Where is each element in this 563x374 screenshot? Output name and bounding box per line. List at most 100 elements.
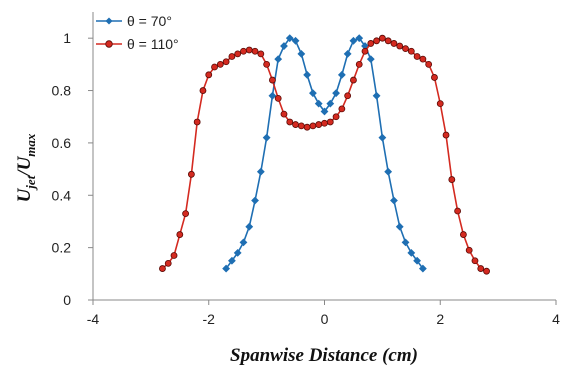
data-point: [245, 222, 254, 231]
series-1: [222, 34, 427, 273]
data-point: [343, 49, 352, 58]
data-point: [199, 87, 207, 94]
y-tick-label: 0.2: [52, 240, 72, 256]
series-line: [225, 37, 424, 270]
data-point: [355, 60, 363, 68]
x-tick-label: 4: [552, 311, 560, 327]
y-axis-title: Ujet/Umax: [14, 133, 38, 202]
legend-marker: [105, 40, 113, 48]
data-point: [216, 60, 224, 68]
data-point: [274, 95, 282, 102]
data-point: [227, 256, 236, 265]
data-point: [373, 37, 380, 45]
x-tick-label: -4: [87, 311, 100, 327]
data-point: [269, 76, 276, 84]
data-point: [361, 47, 369, 55]
data-point: [390, 196, 398, 205]
data-point: [396, 42, 404, 50]
data-point: [176, 231, 184, 238]
data-point: [390, 40, 398, 47]
data-point: [211, 63, 218, 71]
data-point: [413, 256, 422, 265]
y-tick-label: 0.6: [52, 135, 72, 151]
data-point: [448, 176, 456, 183]
data-point: [366, 55, 375, 64]
data-point: [337, 70, 346, 79]
legend-label: θ = 70°: [127, 13, 172, 29]
legend: θ = 70° θ = 110°: [96, 13, 179, 52]
data-point: [384, 167, 393, 176]
data-point: [251, 196, 259, 205]
data-point: [164, 259, 172, 267]
data-point: [159, 265, 166, 272]
data-point: [355, 34, 364, 43]
data-point: [402, 45, 409, 53]
data-point: [401, 238, 410, 247]
data-point: [280, 42, 288, 50]
data-point: [407, 47, 415, 55]
data-point: [297, 122, 305, 130]
data-point: [291, 36, 300, 45]
data-point: [454, 207, 462, 215]
x-axis-title: Spanwise Distance (cm): [230, 345, 418, 366]
data-point: [436, 100, 444, 108]
data-point: [239, 238, 248, 247]
data-point: [315, 121, 323, 128]
data-point: [309, 122, 317, 130]
data-point: [245, 46, 253, 54]
series-layer: [159, 34, 490, 275]
data-point: [193, 118, 201, 126]
data-point: [251, 47, 259, 55]
data-point: [187, 170, 195, 178]
x-tick-label: 0: [321, 311, 329, 327]
data-point: [483, 267, 490, 275]
data-point: [465, 246, 473, 254]
data-point: [459, 231, 467, 238]
x-tick-label: 2: [436, 311, 444, 327]
data-point: [274, 55, 283, 64]
data-point: [292, 121, 299, 128]
data-point: [280, 110, 288, 118]
data-point: [320, 107, 329, 116]
data-point: [234, 50, 242, 58]
data-point: [303, 70, 312, 79]
data-point: [321, 119, 328, 127]
data-point: [419, 55, 427, 63]
data-point: [425, 60, 433, 68]
data-point: [257, 50, 265, 58]
data-point: [297, 49, 306, 58]
legend-label: θ = 110°: [127, 36, 179, 52]
y-axis-title-slash: /U: [14, 155, 35, 177]
y-tick-label: 1: [63, 30, 71, 46]
data-point: [222, 264, 231, 273]
data-point: [413, 53, 421, 60]
data-point: [332, 89, 340, 98]
y-axis-title-sub2: max: [23, 133, 38, 157]
data-point: [395, 222, 404, 231]
data-point: [182, 210, 190, 218]
data-point: [233, 248, 242, 257]
data-point: [477, 265, 485, 272]
data-point: [367, 40, 375, 47]
data-point: [263, 60, 271, 68]
data-point: [350, 76, 357, 84]
series-2: [159, 34, 490, 275]
data-point: [262, 133, 271, 142]
y-axis-title-sub1: jet: [23, 175, 38, 190]
y-tick-label: 0.4: [52, 187, 72, 203]
y-tick-label: 0.8: [52, 83, 72, 99]
data-point: [338, 105, 346, 113]
data-point: [285, 34, 294, 43]
data-point: [418, 264, 427, 273]
data-point: [222, 58, 230, 66]
data-point: [228, 53, 236, 60]
data-point: [431, 74, 438, 81]
data-point: [314, 99, 323, 108]
y-tick-label: 0: [63, 292, 71, 308]
data-point: [372, 91, 381, 100]
legend-marker: [105, 17, 113, 25]
axes: -4 -2 0 2 4 0 0.2 0.4 0.6 0.8 1: [52, 12, 560, 327]
x-tick-label: -2: [203, 311, 216, 327]
data-point: [256, 167, 265, 176]
